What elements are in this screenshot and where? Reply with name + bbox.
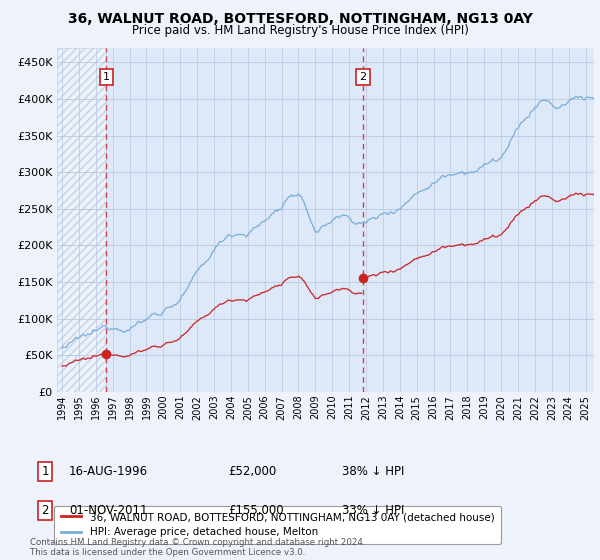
- Text: £52,000: £52,000: [228, 465, 276, 478]
- Text: 1: 1: [41, 465, 49, 478]
- Text: £155,000: £155,000: [228, 504, 284, 517]
- Text: 36, WALNUT ROAD, BOTTESFORD, NOTTINGHAM, NG13 0AY: 36, WALNUT ROAD, BOTTESFORD, NOTTINGHAM,…: [68, 12, 532, 26]
- Text: Price paid vs. HM Land Registry's House Price Index (HPI): Price paid vs. HM Land Registry's House …: [131, 24, 469, 36]
- Text: 2: 2: [41, 504, 49, 517]
- Text: 38% ↓ HPI: 38% ↓ HPI: [342, 465, 404, 478]
- Bar: [57, 48, 106, 392]
- Bar: [57, 48, 106, 392]
- Text: Contains HM Land Registry data © Crown copyright and database right 2024.
This d: Contains HM Land Registry data © Crown c…: [30, 538, 365, 557]
- Text: 01-NOV-2011: 01-NOV-2011: [69, 504, 148, 517]
- Legend: 36, WALNUT ROAD, BOTTESFORD, NOTTINGHAM, NG13 0AY (detached house), HPI: Average: 36, WALNUT ROAD, BOTTESFORD, NOTTINGHAM,…: [55, 506, 501, 544]
- Text: 1: 1: [103, 72, 110, 82]
- Text: 16-AUG-1996: 16-AUG-1996: [69, 465, 148, 478]
- Text: 2: 2: [359, 72, 367, 82]
- Text: 33% ↓ HPI: 33% ↓ HPI: [342, 504, 404, 517]
